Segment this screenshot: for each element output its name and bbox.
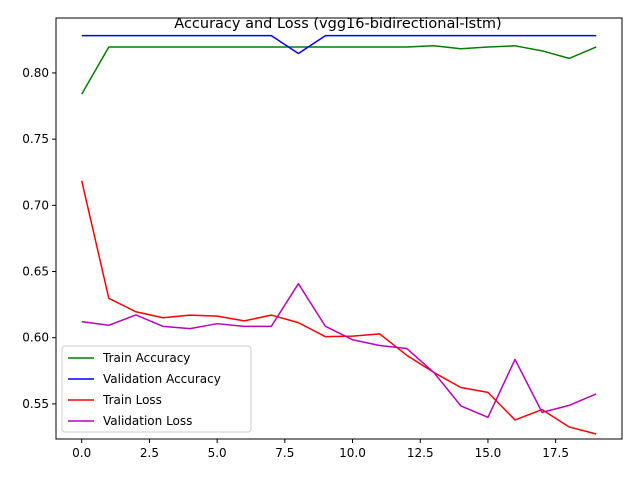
x-tick-label: 5.0 [208,446,227,460]
x-tick-label: 2.5 [140,446,159,460]
y-tick-label: 0.65 [22,265,49,279]
legend-label: Train Accuracy [102,351,190,365]
x-tick-label: 17.5 [542,446,569,460]
x-tick-label: 10.0 [339,446,366,460]
legend-label: Train Loss [102,393,162,407]
y-axis: 0.55 0.60 0.65 0.70 0.75 0.80 [22,66,56,411]
y-tick-label: 0.70 [22,198,49,212]
y-tick-label: 0.55 [22,397,49,411]
y-tick-label: 0.75 [22,132,49,146]
legend-label: Validation Loss [103,414,192,428]
x-tick-label: 7.5 [275,446,294,460]
x-tick-label: 12.5 [407,446,434,460]
x-tick-label: 0.0 [72,446,91,460]
chart-title: Accuracy and Loss (vgg16-bidirectional-l… [174,16,501,32]
series-line-train-accuracy [81,45,597,95]
legend-label: Validation Accuracy [103,372,221,386]
axes-frame [55,17,623,440]
legend: Train Accuracy Validation Accuracy Train L… [61,345,252,433]
x-tick-label: 15.0 [475,446,502,460]
series-line-validation-loss [81,282,597,419]
y-tick-label: 0.80 [22,66,49,80]
y-tick-label: 0.60 [22,331,49,345]
series-line-train-loss [80,180,597,435]
legend-box [61,345,252,433]
x-axis: 0.0 2.5 5.0 7.5 10.0 12.5 15.0 17.5 [72,439,569,460]
plot-area [80,34,597,435]
series-line-validation-accuracy [81,34,597,55]
